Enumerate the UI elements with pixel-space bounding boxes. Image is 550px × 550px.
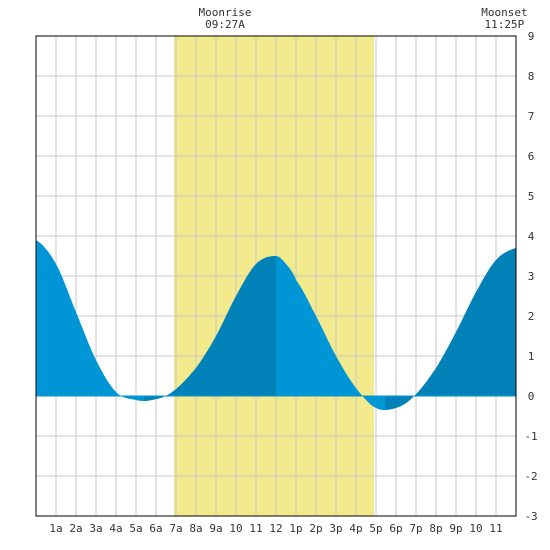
falling-tide-area xyxy=(36,240,144,401)
moonset-label: Moonset xyxy=(481,6,527,19)
x-tick-label: 9a xyxy=(209,522,222,535)
y-tick-label: 3 xyxy=(528,270,535,283)
x-tick-label: 11 xyxy=(489,522,502,535)
x-tick-label: 3a xyxy=(89,522,102,535)
x-tick-label: 2p xyxy=(309,522,322,535)
x-tick-label: 6a xyxy=(149,522,162,535)
x-tick-label: 10 xyxy=(469,522,482,535)
x-tick-label: 4a xyxy=(109,522,122,535)
y-tick-label: 4 xyxy=(528,230,535,243)
y-tick-label: 0 xyxy=(528,390,535,403)
x-tick-label: 7p xyxy=(409,522,422,535)
y-tick-label: 9 xyxy=(528,30,535,43)
x-tick-label: 12 xyxy=(269,522,282,535)
x-tick-label: 8a xyxy=(189,522,202,535)
x-tick-label: 10 xyxy=(229,522,242,535)
x-tick-label: 4p xyxy=(349,522,362,535)
y-tick-label: -3 xyxy=(524,510,537,523)
y-tick-label: 2 xyxy=(528,310,535,323)
x-tick-label: 8p xyxy=(429,522,442,535)
y-tick-label: 8 xyxy=(528,70,535,83)
moonrise-label: Moonrise xyxy=(199,6,252,19)
y-tick-label: 6 xyxy=(528,150,535,163)
rising-tide-area xyxy=(385,248,516,411)
x-tick-label: 1p xyxy=(289,522,302,535)
rising-tide-area xyxy=(144,256,276,401)
x-tick-label: 9p xyxy=(449,522,462,535)
x-tick-label: 5p xyxy=(369,522,382,535)
x-tick-label: 5a xyxy=(129,522,142,535)
y-tick-label: -2 xyxy=(524,470,537,483)
x-tick-label: 7a xyxy=(169,522,182,535)
x-tick-label: 1a xyxy=(49,522,62,535)
moonset-time: 11:25P xyxy=(485,18,525,31)
y-tick-label: -1 xyxy=(524,430,537,443)
x-tick-label: 3p xyxy=(329,522,342,535)
plot-frame xyxy=(35,35,517,517)
x-tick-label: 11 xyxy=(249,522,262,535)
falling-tide-area xyxy=(276,256,385,411)
moonrise-time: 09:27A xyxy=(205,18,245,31)
x-tick-label: 6p xyxy=(389,522,402,535)
y-tick-label: 7 xyxy=(528,110,535,123)
x-tick-label: 2a xyxy=(69,522,82,535)
y-tick-label: 5 xyxy=(528,190,535,203)
y-tick-label: 1 xyxy=(528,350,535,363)
